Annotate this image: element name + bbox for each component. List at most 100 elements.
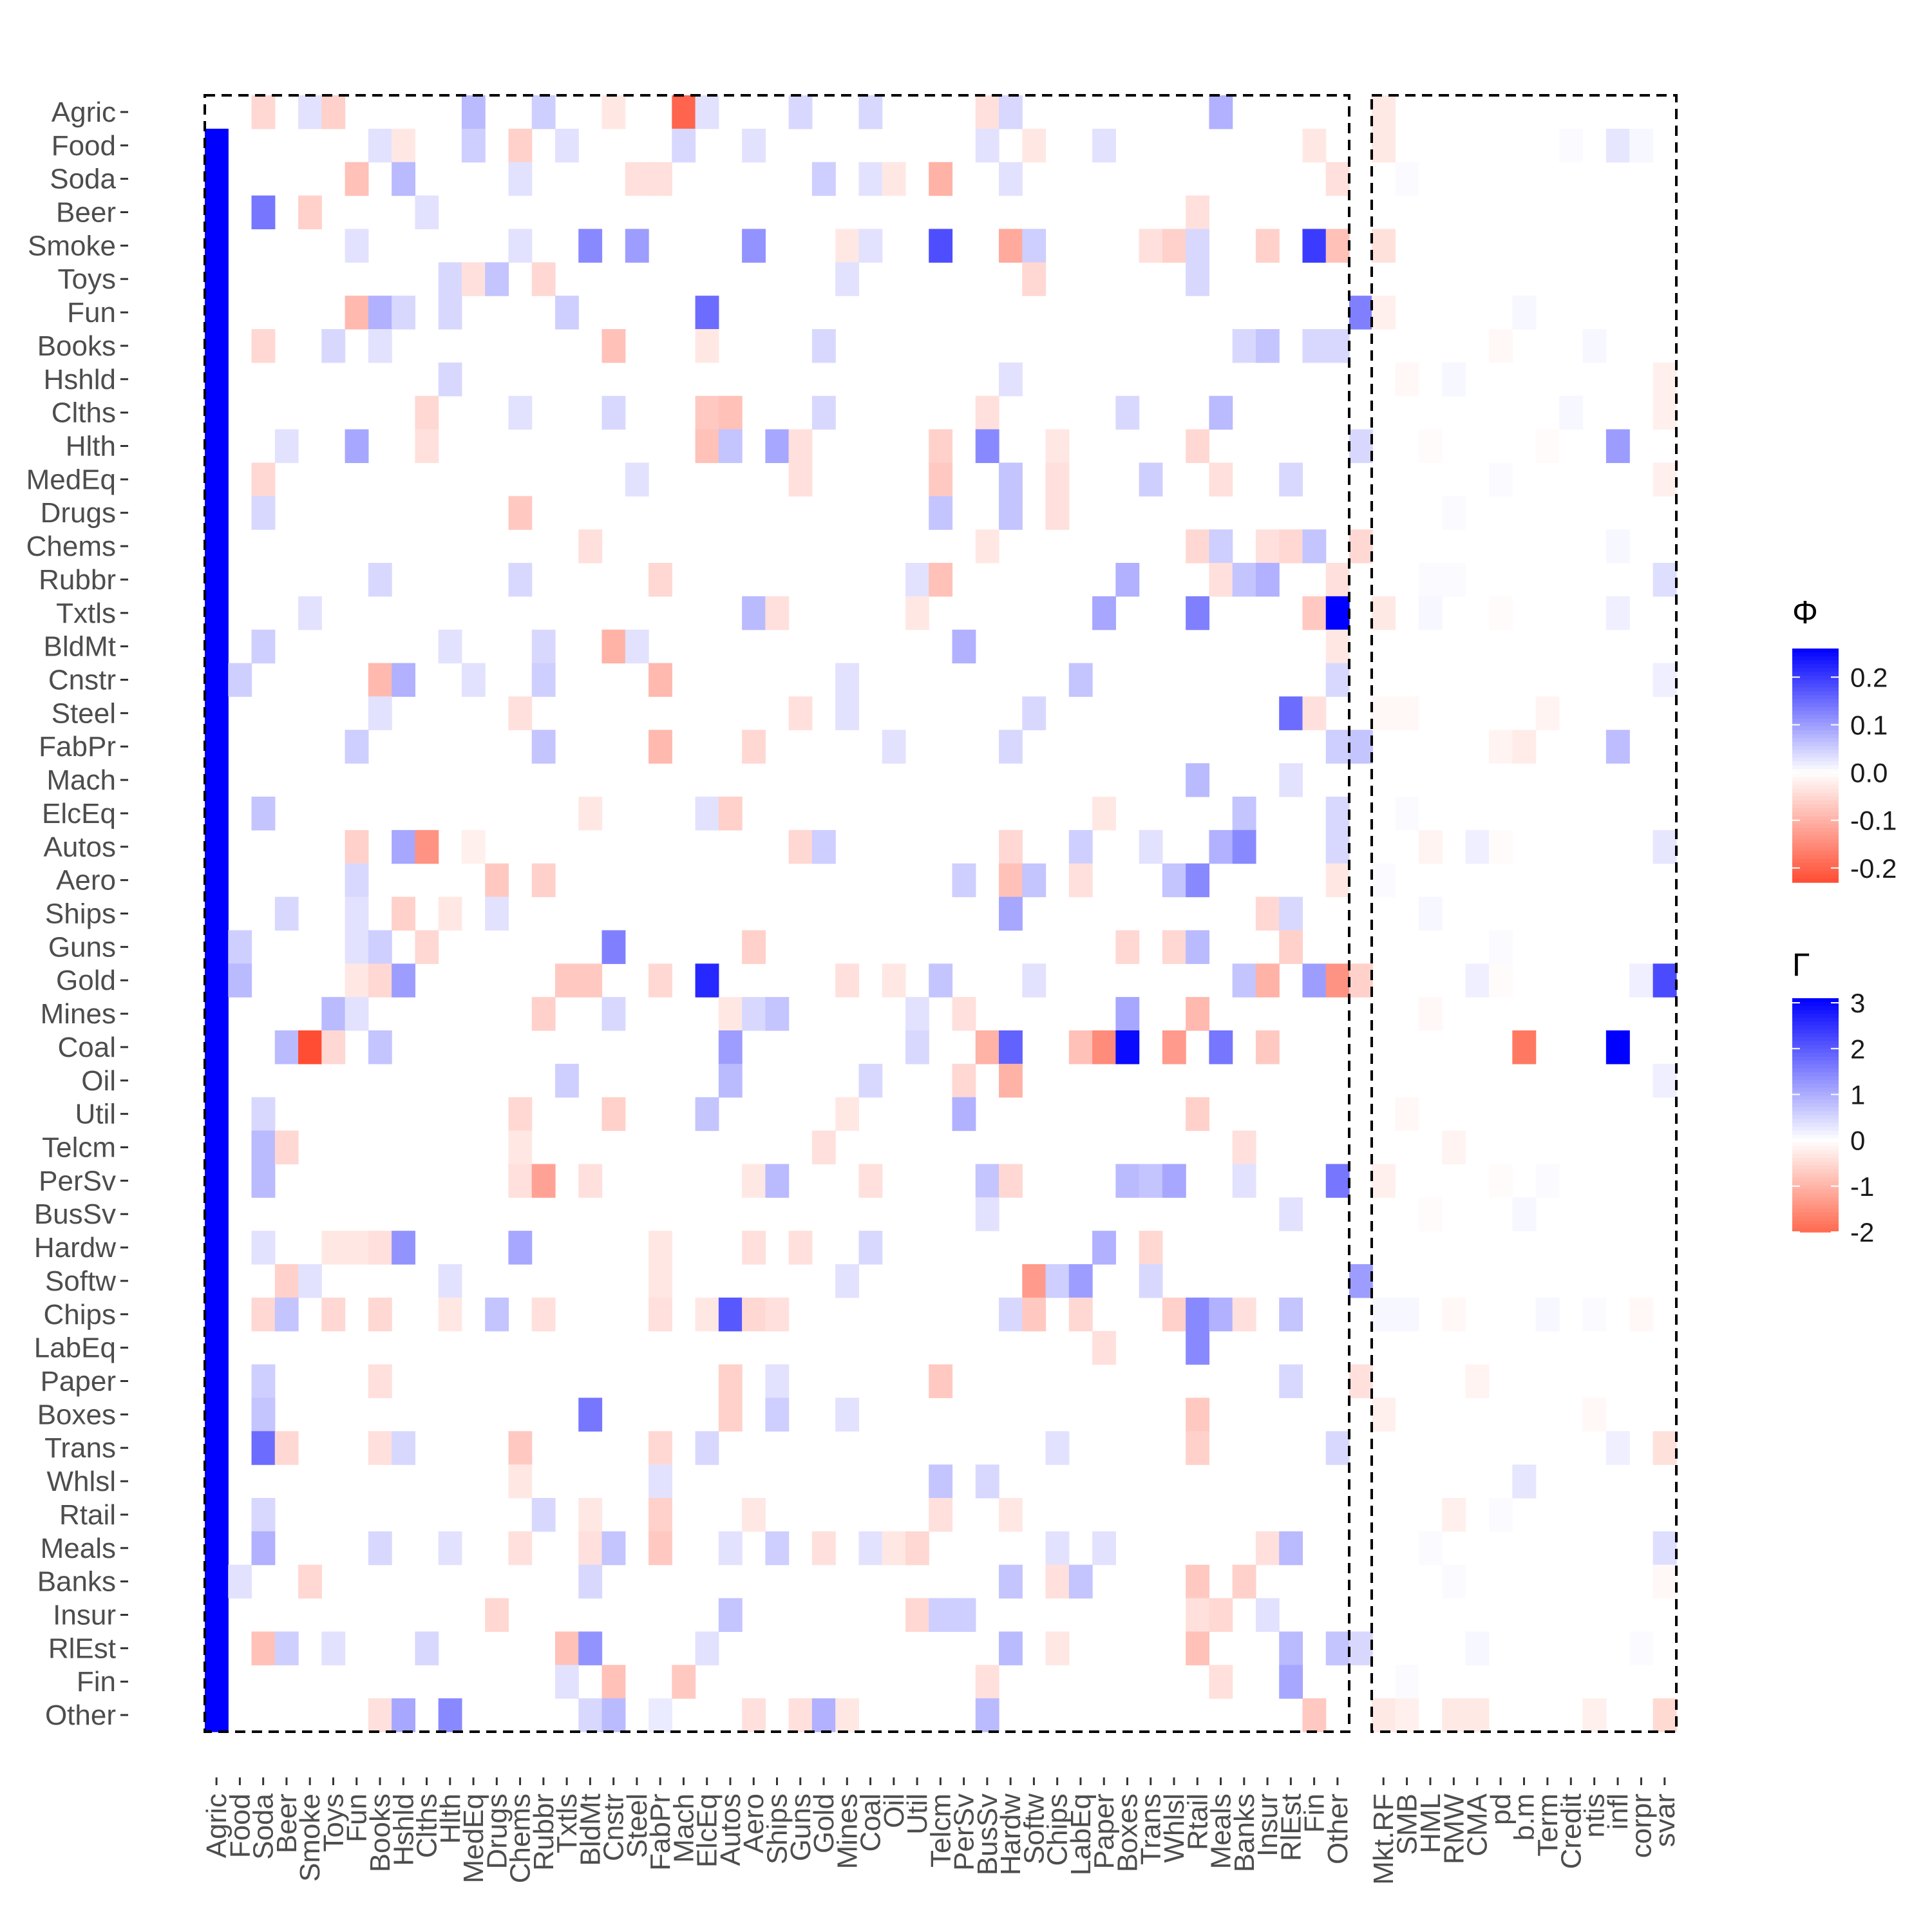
legend-gradient-step xyxy=(1792,862,1839,867)
phi-cell xyxy=(929,1498,953,1532)
y-tick-label: Mines xyxy=(41,998,116,1030)
phi-cell xyxy=(1325,1631,1350,1665)
phi-cell xyxy=(788,1698,813,1732)
gamma-cell xyxy=(1629,1631,1654,1665)
phi-cell xyxy=(1068,1564,1093,1599)
phi-cell xyxy=(999,829,1023,864)
phi-cell xyxy=(228,963,252,998)
phi-cell xyxy=(765,1297,790,1332)
phi-cell xyxy=(205,1631,229,1665)
x-tick-label: Books xyxy=(365,1794,396,1872)
phi-cell xyxy=(1325,1431,1350,1465)
phi-cell xyxy=(1186,863,1210,898)
gamma-cell xyxy=(1512,1197,1537,1231)
phi-cell xyxy=(1279,529,1303,564)
legend-gradient-step xyxy=(1792,820,1839,825)
phi-cell xyxy=(625,462,649,497)
legend-gradient-step xyxy=(1792,839,1839,844)
legend-gradient-step xyxy=(1792,1045,1839,1050)
gamma-cell xyxy=(1418,829,1443,864)
x-tick-label: Chems xyxy=(505,1794,536,1883)
phi-cell xyxy=(1045,1264,1070,1298)
phi-cell xyxy=(205,1231,229,1265)
phi-cell xyxy=(999,1063,1023,1098)
y-tick-label: Hardw xyxy=(34,1232,116,1264)
phi-cell xyxy=(1279,763,1303,797)
legend-gradient-step xyxy=(1792,855,1839,860)
phi-cell xyxy=(811,1698,836,1732)
phi-cell xyxy=(1115,1164,1140,1198)
phi-cell xyxy=(531,95,556,129)
phi-cell xyxy=(1022,128,1046,163)
phi-cell xyxy=(695,429,719,464)
gamma-cell xyxy=(1418,429,1443,464)
phi-cell xyxy=(1022,863,1046,898)
legend-gradient-step xyxy=(1792,1111,1839,1116)
phi-cell xyxy=(929,162,953,196)
legend-gradient-step xyxy=(1792,1142,1839,1147)
legend-gradient-step xyxy=(1792,1115,1839,1120)
phi-cell xyxy=(999,162,1023,196)
legend-gradient-step xyxy=(1792,1146,1839,1151)
legend-gradient-step xyxy=(1792,1216,1839,1221)
phi-cell xyxy=(999,95,1023,129)
legend-gradient-step xyxy=(1792,652,1839,657)
gamma-cell xyxy=(1395,1698,1419,1732)
gamma-cell xyxy=(1653,462,1677,497)
phi-cell xyxy=(601,930,626,964)
phi-cell xyxy=(1255,896,1280,931)
phi-cell xyxy=(1302,128,1327,163)
phi-cell xyxy=(718,1598,743,1633)
phi-cell xyxy=(649,963,672,998)
legend-gradient-step xyxy=(1792,1099,1839,1104)
phi-cell xyxy=(858,229,883,263)
y-tick-label: BusSv xyxy=(34,1198,116,1230)
gamma-cell xyxy=(1465,1698,1490,1732)
phi-cell xyxy=(1186,429,1210,464)
phi-cell xyxy=(1349,296,1373,330)
legend-gradient-step xyxy=(1792,1021,1839,1027)
gamma-panel-border xyxy=(1370,94,1678,1733)
phi-cell xyxy=(765,1531,790,1566)
legend-gradient-step xyxy=(1792,847,1839,852)
x-tick-label: Aero xyxy=(738,1794,770,1853)
phi-cell xyxy=(695,797,719,831)
gamma-cell xyxy=(1653,1531,1677,1566)
y-tick-label: RlEst xyxy=(48,1633,116,1664)
legend-gradient-step xyxy=(1792,1010,1839,1014)
phi-cell xyxy=(1349,1631,1373,1665)
phi-cell xyxy=(975,1197,999,1231)
y-tick-label: Smoke xyxy=(28,230,116,261)
phi-cell xyxy=(695,95,719,129)
legend-gradient-step xyxy=(1792,1227,1839,1233)
phi-cell xyxy=(321,329,346,363)
phi-cell xyxy=(1092,1030,1116,1065)
phi-cell xyxy=(1349,529,1373,564)
phi-cell xyxy=(742,1297,766,1332)
x-tick-label: Gold xyxy=(808,1794,840,1853)
legend-gradient-step xyxy=(1792,649,1839,653)
gamma-cell xyxy=(1605,429,1630,464)
phi-cell xyxy=(508,1431,533,1465)
x-tick-label: b.m xyxy=(1509,1794,1540,1841)
phi-cell xyxy=(205,296,229,330)
phi-cell xyxy=(742,1231,766,1265)
phi-cell xyxy=(695,1631,719,1665)
phi-cell xyxy=(718,1364,743,1399)
x-tick-label: Cnstr xyxy=(598,1794,630,1861)
phi-cell xyxy=(811,395,836,430)
phi-cell xyxy=(1279,1531,1303,1566)
legend-gradient-step xyxy=(1792,1173,1839,1179)
phi-cell xyxy=(1162,1297,1186,1332)
y-tick-label: Boxes xyxy=(37,1399,116,1430)
phi-cell xyxy=(1209,1665,1233,1699)
phi-cell xyxy=(1232,563,1256,597)
phi-cell xyxy=(345,296,369,330)
phi-cell xyxy=(1186,997,1210,1031)
gamma-cell xyxy=(1653,1698,1677,1732)
gamma-cell xyxy=(1465,963,1490,998)
phi-cell xyxy=(882,1531,906,1566)
x-tick-label: Clths xyxy=(412,1794,443,1858)
phi-cell xyxy=(251,1397,276,1432)
phi-cell xyxy=(835,696,860,730)
